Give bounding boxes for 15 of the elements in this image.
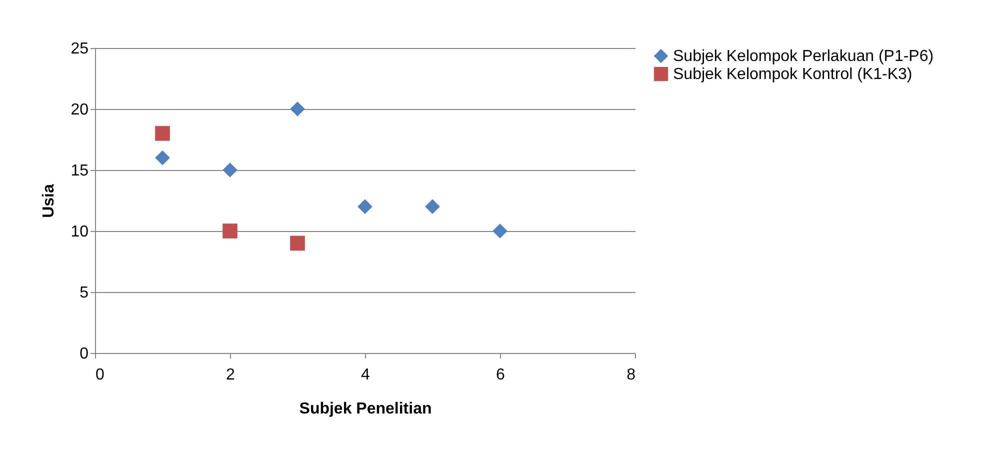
y-tick-label: 5 bbox=[80, 284, 89, 302]
legend-label: Subjek Kelompok Kontrol (K1-K3) bbox=[673, 66, 912, 83]
y-tick-label: 0 bbox=[80, 346, 89, 362]
y-tick-label: 25 bbox=[70, 40, 89, 58]
x-tick-label: 0 bbox=[96, 366, 104, 384]
x-tick-label: 2 bbox=[226, 366, 236, 384]
x-axis-title: Subjek Penelitian bbox=[299, 400, 432, 418]
y-tick-label: 20 bbox=[70, 102, 89, 118]
y-tick-label: 15 bbox=[70, 162, 89, 180]
y-axis-title: Usia bbox=[40, 184, 58, 218]
x-tick-label: 4 bbox=[361, 366, 370, 384]
y-tick-label: 10 bbox=[70, 224, 89, 240]
x-tick-label: 6 bbox=[496, 366, 506, 384]
x-tick-label: 8 bbox=[626, 366, 636, 384]
legend-label: Subjek Kelompok Perlakuan (P1-P6) bbox=[673, 48, 934, 65]
